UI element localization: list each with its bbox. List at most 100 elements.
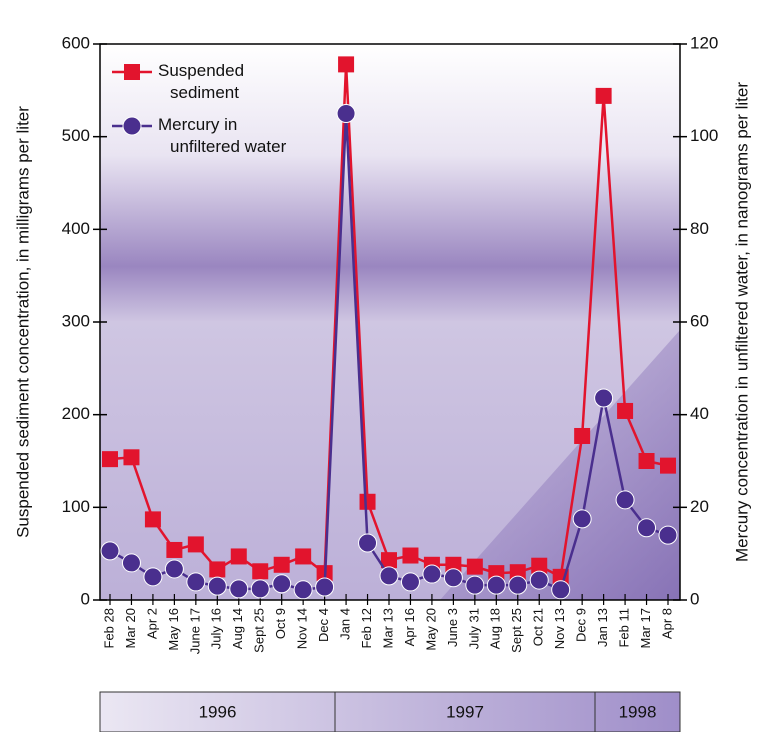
x-tick-label: Apr 8 — [659, 608, 674, 639]
x-tick-label: Feb 11 — [617, 608, 632, 648]
year-label: 1996 — [199, 702, 237, 721]
legend-line-1: Mercury in — [158, 115, 237, 134]
legend-line-1: Suspended — [158, 61, 244, 80]
data-point — [551, 580, 571, 600]
x-tick-label: July 31 — [466, 608, 481, 649]
data-point — [529, 570, 549, 590]
x-tick-label: May 16 — [166, 608, 181, 651]
x-tick-label: July 16 — [209, 608, 224, 649]
x-tick-label: Mar 20 — [123, 608, 138, 648]
data-point — [574, 427, 591, 444]
data-point — [100, 541, 120, 561]
data-point — [121, 553, 141, 573]
year-label: 1997 — [446, 702, 484, 721]
y2-tick-label: 100 — [690, 126, 718, 145]
data-point — [617, 402, 634, 419]
y2-tick-label: 0 — [690, 589, 699, 608]
data-point — [187, 536, 204, 553]
data-point — [338, 56, 355, 73]
data-point — [595, 87, 612, 104]
data-point — [250, 579, 270, 599]
data-point — [293, 580, 313, 600]
data-point — [207, 576, 227, 596]
y-axis-label: Suspended sediment concentration, in mil… — [13, 106, 32, 538]
data-point — [594, 388, 614, 408]
data-point — [445, 556, 462, 573]
data-point — [400, 572, 420, 592]
photo-bank — [440, 330, 680, 600]
y2-tick-label: 80 — [690, 219, 709, 238]
data-point — [102, 451, 118, 468]
y2-tick-label: 60 — [690, 311, 709, 330]
data-point — [615, 490, 635, 510]
x-tick-label: Aug 14 — [230, 608, 245, 649]
x-tick-label: Dec 4 — [316, 608, 331, 642]
x-tick-label: May 20 — [423, 608, 438, 651]
y-tick-label: 0 — [81, 589, 90, 608]
data-point — [272, 574, 292, 594]
data-point — [252, 563, 269, 580]
legend-line-2: sediment — [170, 83, 239, 102]
data-point — [336, 104, 356, 123]
data-point — [465, 575, 485, 595]
data-point — [209, 561, 226, 578]
data-point — [230, 548, 247, 565]
data-point — [508, 575, 528, 595]
data-point — [381, 552, 397, 569]
legend-label: Suspended sediment — [158, 61, 244, 102]
x-tick-label: Nov 13 — [552, 608, 567, 649]
data-point — [358, 533, 378, 553]
legend-marker — [122, 116, 142, 136]
x-tick-label: Nov 14 — [295, 608, 310, 649]
data-point — [295, 548, 312, 565]
data-point — [143, 567, 163, 587]
data-point — [229, 579, 249, 599]
x-tick-label: Sept 25 — [252, 608, 267, 653]
x-tick-label: June 17 — [187, 608, 202, 654]
data-point — [123, 449, 140, 466]
x-tick-label: June 3 — [445, 608, 460, 647]
y-tick-label: 300 — [62, 311, 90, 330]
data-point — [486, 575, 506, 595]
data-point — [359, 493, 376, 510]
data-point — [144, 511, 161, 528]
data-point — [531, 557, 548, 574]
x-tick-label: Feb 28 — [101, 608, 116, 648]
data-point — [166, 541, 183, 558]
data-point — [637, 518, 657, 538]
y2-axis-label: Mercury concentration in unfiltered wate… — [732, 82, 751, 562]
x-tick-label: Apr 2 — [144, 608, 159, 639]
data-point — [660, 457, 676, 474]
legend-line-2: unfiltered water — [170, 137, 287, 156]
data-point — [379, 566, 399, 586]
x-tick-label: Feb 12 — [359, 608, 374, 648]
y-tick-label: 500 — [62, 126, 90, 145]
x-tick-label: Oct 21 — [531, 608, 546, 646]
y-tick-label: 600 — [62, 33, 90, 52]
y2-tick-label: 120 — [690, 33, 718, 52]
data-point — [509, 564, 526, 581]
year-band — [99, 691, 681, 732]
legend-label: Mercury in unfiltered water — [158, 115, 287, 156]
legend-marker — [124, 64, 140, 80]
data-point — [443, 568, 463, 588]
data-point — [315, 577, 335, 597]
data-point — [466, 558, 483, 575]
data-point — [572, 509, 592, 529]
data-point — [638, 453, 655, 469]
data-point — [164, 559, 184, 579]
data-point — [186, 572, 206, 592]
x-tick-label: Mar 13 — [380, 608, 395, 648]
year-label: 1998 — [619, 702, 657, 721]
y-tick-label: 100 — [62, 497, 90, 516]
x-tick-label: Dec 9 — [574, 608, 589, 642]
x-tick-label: Jan 4 — [338, 608, 353, 640]
y-tick-label: 400 — [62, 219, 90, 238]
x-tick-label: Jan 13 — [595, 608, 610, 647]
x-tick-label: Oct 9 — [273, 608, 288, 639]
x-tick-label: Apr 16 — [402, 608, 417, 646]
y2-tick-label: 40 — [690, 404, 709, 423]
x-tick-label: Mar 17 — [638, 608, 653, 648]
data-point — [658, 525, 678, 545]
